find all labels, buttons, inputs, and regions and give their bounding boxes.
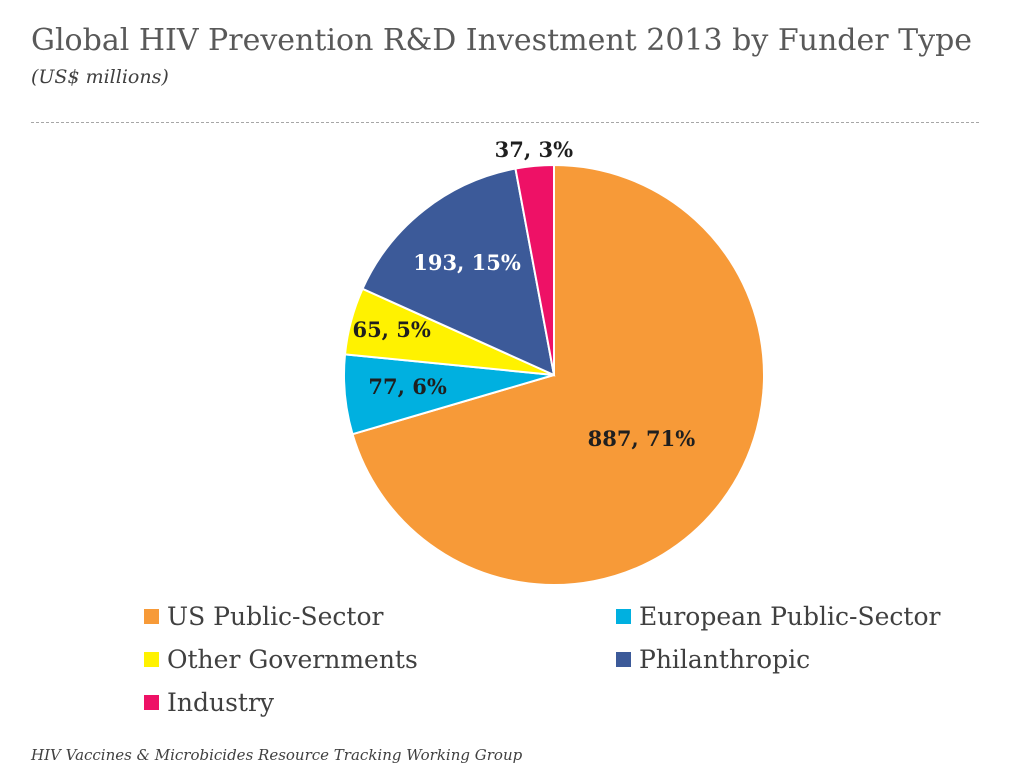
legend-item-other-governments: Other Governments [144,645,418,674]
data-label-philanthropic: 193, 15% [413,250,521,275]
legend-item-european-public-sector: European Public-Sector [616,602,940,631]
source-footer: HIV Vaccines & Microbicides Resource Tra… [31,746,523,764]
chart-legend: US Public-Sector European Public-Sector … [140,600,1000,730]
data-label-other-governments: 65, 5% [352,317,430,342]
legend-swatch [144,609,159,624]
data-label-industry: 37, 3% [495,137,573,162]
legend-label: US Public-Sector [167,602,384,631]
pie-slice-us-public-sector [351,163,765,586]
legend-item-philanthropic: Philanthropic [616,645,810,674]
data-label-european-public-sector: 77, 6% [368,374,446,399]
legend-swatch [144,695,159,710]
pie-slice-philanthropic [361,167,556,377]
legend-swatch [616,609,631,624]
legend-label: European Public-Sector [639,602,941,631]
legend-label: Industry [167,688,275,717]
legend-swatch [144,652,159,667]
chart-subtitle: (US$ millions) [31,66,169,88]
chart-title: Global HIV Prevention R&D Investment 201… [31,23,973,58]
data-label-us-public-sector: 887, 71% [588,426,696,451]
legend-label: Philanthropic [639,645,811,674]
legend-label: Other Governments [167,645,418,674]
legend-item-industry: Industry [144,688,274,717]
dashed-divider [31,122,979,123]
pie-slice-industry [514,163,555,376]
legend-item-us-public-sector: US Public-Sector [144,602,383,631]
legend-swatch [616,652,631,667]
